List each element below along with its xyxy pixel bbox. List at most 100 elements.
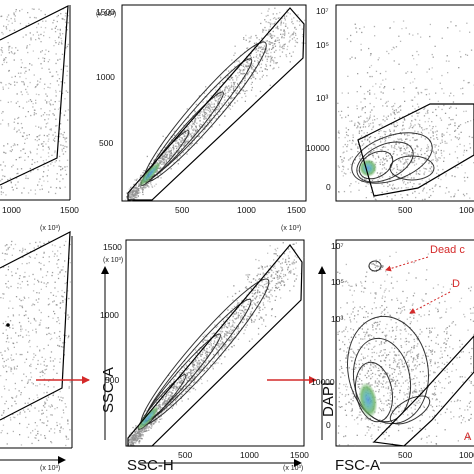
event-dot bbox=[1, 50, 3, 52]
event-dot bbox=[426, 128, 428, 130]
event-dot bbox=[269, 283, 271, 285]
event-dot bbox=[14, 388, 17, 390]
event-dot bbox=[64, 65, 66, 67]
event-dot bbox=[213, 102, 215, 105]
event-dot bbox=[397, 177, 399, 179]
event-dot bbox=[406, 166, 409, 168]
event-dot bbox=[47, 304, 50, 306]
event-dot bbox=[220, 76, 222, 78]
event-dot bbox=[9, 177, 12, 179]
event-dot bbox=[276, 283, 278, 285]
event-dot bbox=[135, 194, 137, 196]
event-dot bbox=[258, 306, 260, 308]
event-dot bbox=[432, 132, 434, 134]
event-dot bbox=[161, 391, 163, 393]
event-dot bbox=[5, 28, 8, 30]
event-dot bbox=[33, 319, 36, 321]
event-dot bbox=[174, 136, 177, 139]
event-dot bbox=[380, 141, 382, 143]
event-dot bbox=[47, 344, 49, 346]
event-dot bbox=[291, 263, 293, 265]
event-dot bbox=[272, 59, 274, 61]
event-dot bbox=[407, 158, 409, 160]
event-dot bbox=[58, 41, 60, 43]
event-dot bbox=[412, 125, 415, 127]
event-dot bbox=[366, 135, 368, 137]
event-dot bbox=[248, 274, 251, 276]
event-dot bbox=[29, 44, 31, 46]
event-dot bbox=[21, 251, 23, 253]
event-dot bbox=[468, 81, 470, 84]
event-dot bbox=[228, 325, 230, 327]
event-dot bbox=[38, 37, 40, 39]
event-dot bbox=[421, 163, 423, 165]
event-dot bbox=[341, 117, 343, 119]
event-dot bbox=[143, 184, 145, 186]
event-dot bbox=[25, 329, 27, 331]
event-dot bbox=[149, 165, 151, 168]
event-dot bbox=[251, 314, 254, 317]
event-dot bbox=[232, 85, 234, 88]
event-dot bbox=[414, 148, 416, 150]
event-dot bbox=[235, 92, 237, 94]
event-dot bbox=[38, 261, 40, 264]
event-dot bbox=[364, 98, 366, 100]
event-dot bbox=[379, 72, 382, 75]
event-dot bbox=[156, 174, 158, 176]
event-dot bbox=[52, 139, 55, 141]
event-dot bbox=[30, 376, 33, 378]
event-dot bbox=[428, 93, 430, 95]
event-dot bbox=[392, 168, 395, 170]
event-dot bbox=[36, 31, 38, 33]
event-dot bbox=[291, 262, 293, 264]
event-dot bbox=[2, 332, 4, 334]
event-dot bbox=[357, 143, 360, 146]
event-dot bbox=[52, 317, 54, 319]
event-dot bbox=[253, 65, 255, 67]
event-dot bbox=[304, 19, 306, 21]
event-dot bbox=[26, 134, 28, 137]
event-dot bbox=[262, 308, 264, 311]
event-dot bbox=[426, 154, 428, 157]
event-dot bbox=[41, 188, 43, 190]
event-dot bbox=[194, 381, 196, 383]
event-dot bbox=[424, 88, 426, 91]
event-dot bbox=[379, 86, 381, 88]
event-dot bbox=[207, 103, 209, 105]
event-dot bbox=[205, 339, 207, 342]
event-dot bbox=[186, 108, 188, 110]
event-dot bbox=[59, 107, 61, 109]
event-dot bbox=[65, 173, 68, 176]
event-dot bbox=[211, 350, 214, 353]
event-dot bbox=[132, 194, 134, 196]
event-dot bbox=[173, 156, 175, 158]
event-dot bbox=[208, 103, 210, 105]
event-dot bbox=[436, 165, 438, 167]
event-dot bbox=[60, 144, 62, 146]
event-dot bbox=[205, 354, 207, 356]
event-dot bbox=[210, 110, 212, 113]
event-dot bbox=[54, 281, 56, 283]
event-dot bbox=[357, 146, 359, 148]
event-dot bbox=[206, 106, 209, 108]
event-dot bbox=[255, 279, 257, 281]
event-dot bbox=[204, 362, 206, 364]
event-dot bbox=[420, 136, 423, 138]
event-dot bbox=[138, 437, 140, 439]
event-dot bbox=[278, 281, 281, 283]
event-dot bbox=[46, 135, 48, 137]
event-dot bbox=[282, 258, 284, 260]
event-dot bbox=[436, 130, 438, 132]
event-dot bbox=[343, 151, 345, 153]
event-dot bbox=[185, 140, 188, 142]
event-dot bbox=[12, 189, 14, 191]
event-dot bbox=[34, 257, 36, 259]
event-dot bbox=[159, 160, 162, 162]
event-dot bbox=[294, 280, 296, 282]
event-dot bbox=[129, 193, 131, 195]
event-dot bbox=[59, 358, 61, 360]
event-dot bbox=[366, 182, 368, 185]
event-dot bbox=[26, 46, 28, 48]
event-dot bbox=[224, 333, 226, 335]
event-dot bbox=[51, 28, 53, 30]
